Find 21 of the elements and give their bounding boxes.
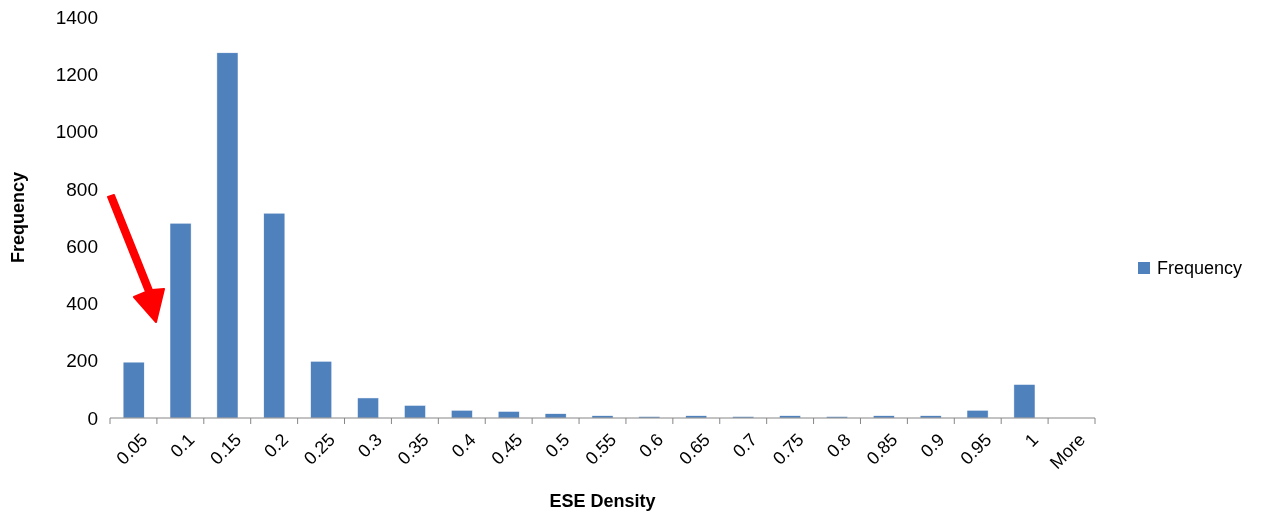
y-tick-label: 400 [66,293,98,315]
y-tick-label: 1000 [55,121,98,143]
x-tick-label: 1 [1020,429,1043,451]
x-tick-label: 0.4 [447,429,480,462]
x-tick-label: 0.3 [353,429,386,462]
y-axis-title: Frequency [8,171,28,264]
y-tick-label: 1200 [55,63,98,85]
y-tick-label: 800 [66,178,98,200]
y-tick-label: 1400 [55,6,98,28]
legend-label: Frequency [1157,258,1243,279]
x-tick-label: 0.1 [166,429,199,462]
x-axis-title: ESE Density [549,491,656,511]
y-tick-label: 200 [66,350,98,372]
x-tick-label: 0.8 [822,429,855,462]
x-tick-label: 0.9 [916,429,949,462]
y-tick-label: 0 [87,407,98,429]
x-tick-label: 0.7 [729,429,761,462]
x-tick-label: 0.6 [635,429,668,462]
x-tick-label: 0.2 [260,429,293,462]
x-tick-label: 0.5 [541,429,574,462]
y-tick-label: 600 [66,235,98,257]
